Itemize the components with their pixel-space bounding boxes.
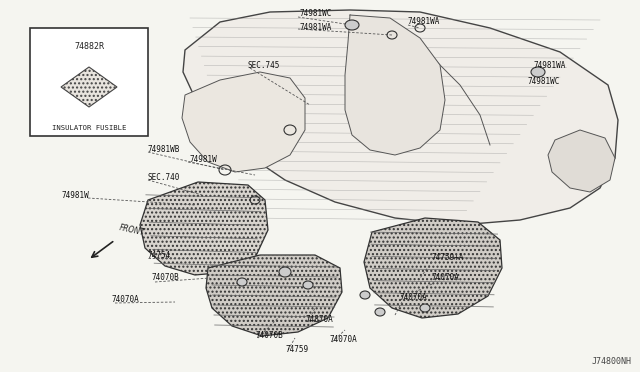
Text: 74759: 74759 [285,346,308,355]
Text: 74070A: 74070A [330,336,358,344]
Ellipse shape [303,281,313,289]
Text: SEC.740: SEC.740 [148,173,180,183]
Text: 74981WA: 74981WA [300,22,332,32]
Text: 74981WC: 74981WC [300,10,332,19]
Polygon shape [140,182,268,275]
Polygon shape [345,15,445,155]
Ellipse shape [531,67,545,77]
Text: SEC.745: SEC.745 [248,61,280,71]
Polygon shape [364,218,502,318]
Ellipse shape [237,278,247,286]
Text: 74981WC: 74981WC [527,77,560,87]
Text: 74981WA: 74981WA [408,17,440,26]
Ellipse shape [375,308,385,316]
Text: 74870A: 74870A [305,315,333,324]
Text: 74981W: 74981W [190,155,218,164]
Text: J74800NH: J74800NH [592,357,632,366]
Text: 74759+A: 74759+A [432,253,465,263]
Text: 74070A: 74070A [112,295,140,305]
Text: FRONT: FRONT [118,223,145,237]
Text: 74882R: 74882R [74,42,104,51]
Text: INSULATOR FUSIBLE: INSULATOR FUSIBLE [52,125,126,131]
Polygon shape [548,130,615,192]
Polygon shape [182,72,305,172]
Text: 74070A: 74070A [432,273,460,282]
Text: 74754: 74754 [148,250,171,260]
Polygon shape [183,10,618,225]
Text: 74070B: 74070B [255,331,283,340]
Polygon shape [61,67,117,107]
Text: 74981W: 74981W [62,192,90,201]
Text: 74070A: 74070A [400,294,428,302]
Ellipse shape [279,267,291,277]
Ellipse shape [345,20,359,30]
Bar [30,28,148,136]
Ellipse shape [420,304,430,312]
Text: 74981WB: 74981WB [148,145,180,154]
Text: 74070B: 74070B [152,273,180,282]
Text: 74981WA: 74981WA [534,61,566,70]
Ellipse shape [360,291,370,299]
Polygon shape [206,255,342,336]
